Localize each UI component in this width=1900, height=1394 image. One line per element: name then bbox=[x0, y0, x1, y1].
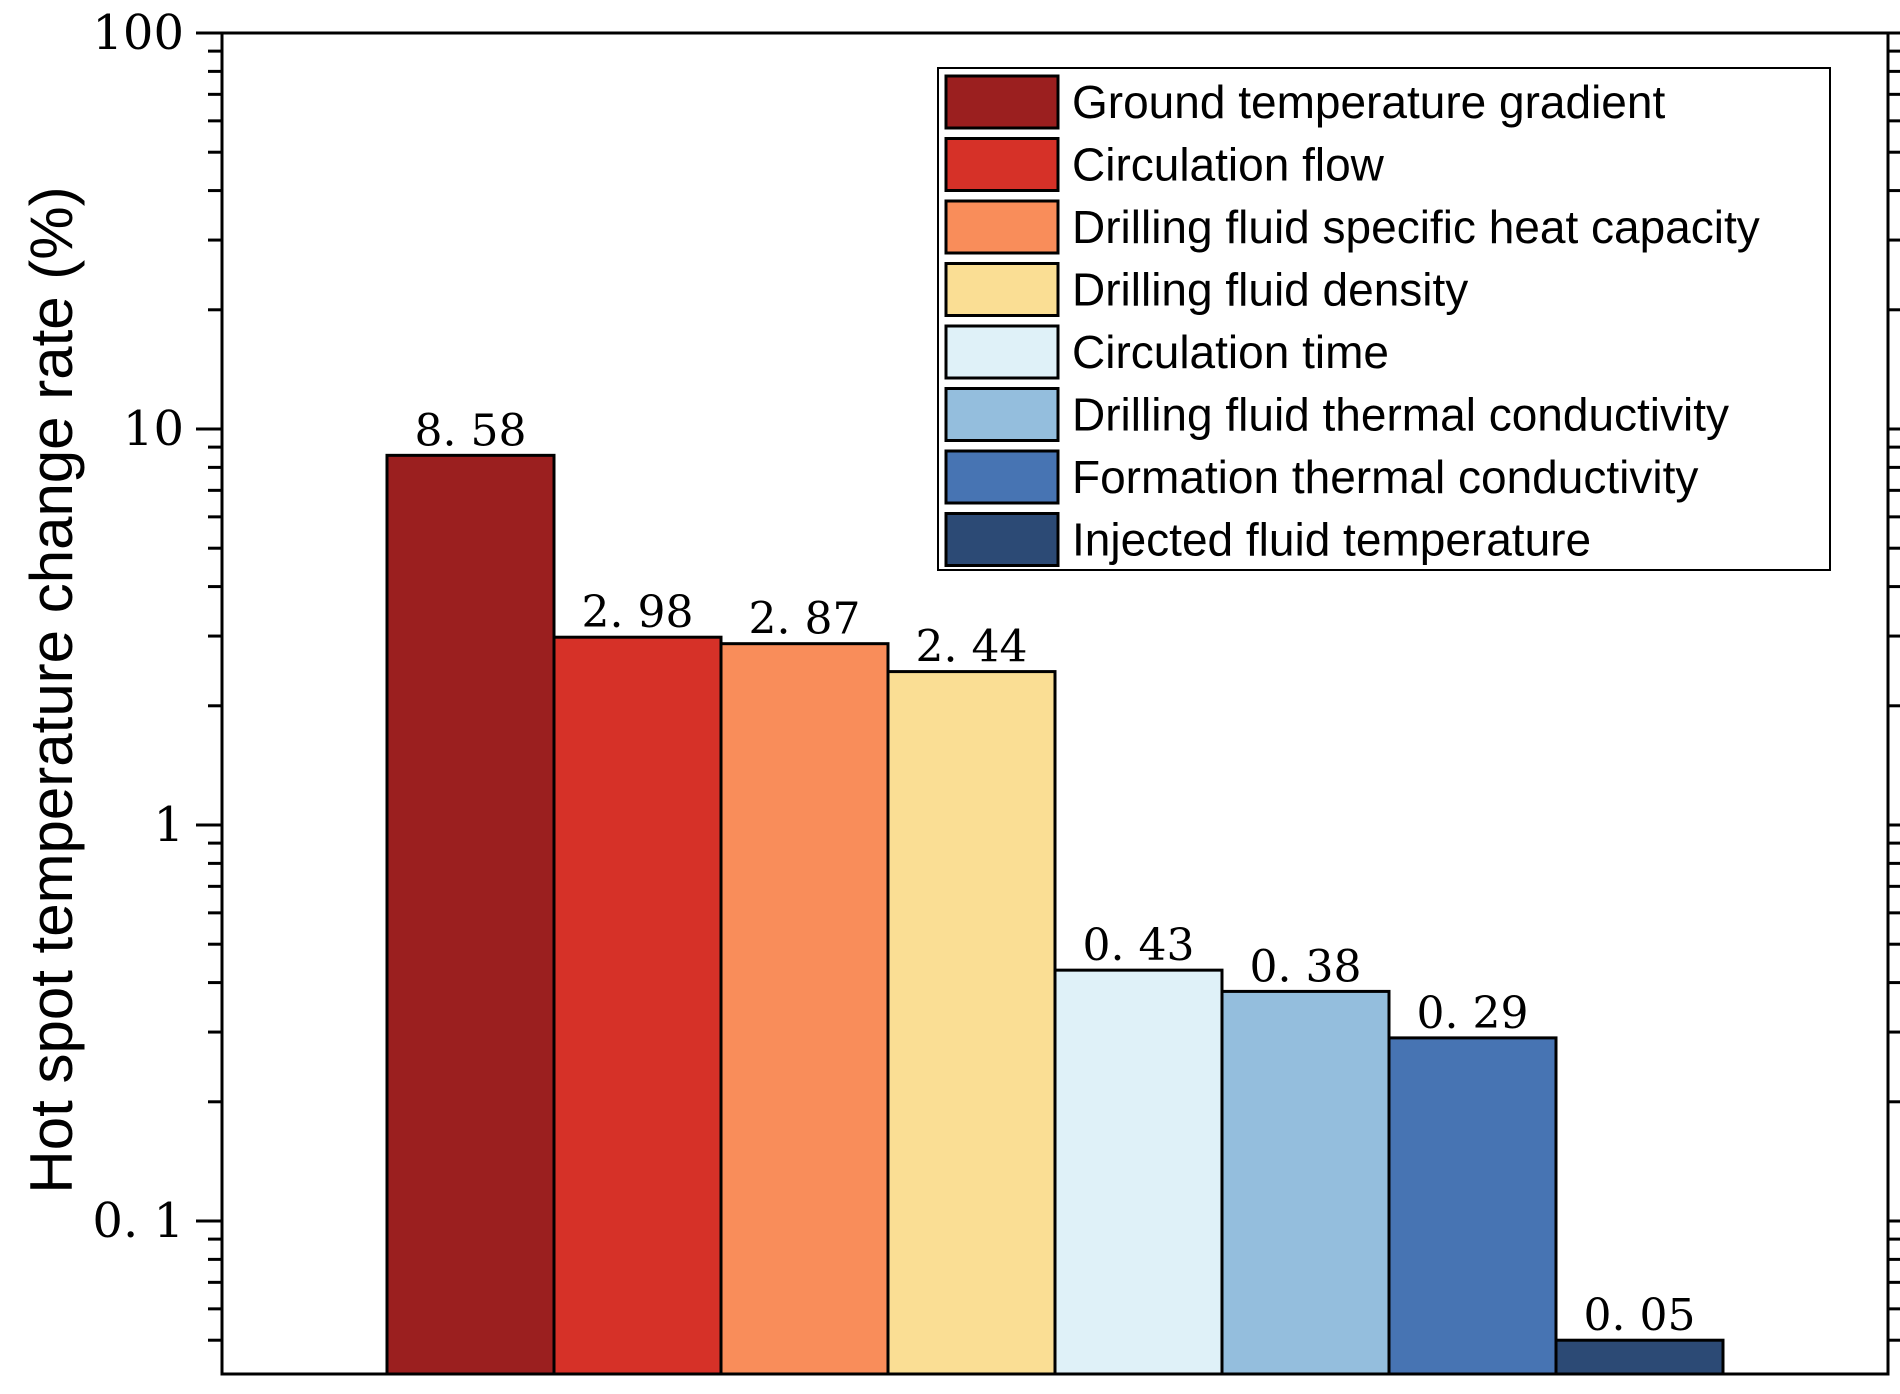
bar bbox=[552, 635, 723, 1376]
bar bbox=[1387, 1036, 1558, 1376]
y-tick-label: 1 bbox=[153, 797, 184, 853]
legend-swatch bbox=[944, 262, 1060, 317]
legend-box bbox=[937, 67, 1831, 571]
legend-label: Drilling fluid thermal conductivity bbox=[1072, 389, 1729, 441]
bar bbox=[719, 642, 890, 1376]
legend-swatch bbox=[944, 449, 1060, 505]
legend-swatch bbox=[944, 387, 1060, 442]
legend-swatch bbox=[944, 74, 1060, 130]
legend-label: Circulation flow bbox=[1072, 139, 1385, 191]
legend-swatch bbox=[944, 512, 1060, 567]
bar-value-label: 0. 29 bbox=[1417, 988, 1529, 1039]
legend-swatch bbox=[944, 324, 1060, 380]
y-tick-label: 10 bbox=[123, 401, 184, 457]
legend-swatch bbox=[944, 199, 1060, 255]
bar-value-label: 0. 05 bbox=[1584, 1290, 1696, 1341]
legend-label: Drilling fluid specific heat capacity bbox=[1072, 201, 1760, 253]
bar-value-label: 8. 58 bbox=[415, 405, 527, 456]
bar bbox=[1053, 968, 1224, 1376]
bar bbox=[886, 670, 1057, 1376]
bar-value-label: 0. 43 bbox=[1083, 920, 1195, 971]
bar-value-label: 2. 87 bbox=[749, 594, 861, 645]
legend-label: Circulation time bbox=[1072, 326, 1389, 378]
y-ticks: 100 10 1 0. 1 bbox=[92, 5, 1900, 1342]
bar bbox=[385, 453, 556, 1376]
bar-value-label: 2. 44 bbox=[916, 622, 1028, 673]
y-tick-label: 0. 1 bbox=[92, 1193, 184, 1249]
y-tick-label: 100 bbox=[92, 5, 184, 61]
y-axis-title: Hot spot temperature change rate (%) bbox=[18, 186, 85, 1193]
legend-swatch bbox=[944, 137, 1060, 192]
legend-label: Injected fluid temperature bbox=[1072, 514, 1591, 566]
legend-label: Ground temperature gradient bbox=[1072, 76, 1665, 128]
legend-label: Formation thermal conductivity bbox=[1072, 451, 1698, 503]
bars-group bbox=[385, 453, 1725, 1376]
bar-value-label: 2. 98 bbox=[582, 587, 694, 638]
legend: Ground temperature gradient Circulation f… bbox=[937, 67, 1831, 571]
bar-value-label: 0. 38 bbox=[1250, 941, 1362, 992]
legend-label: Drilling fluid density bbox=[1072, 264, 1468, 316]
bar bbox=[1220, 989, 1391, 1376]
bar bbox=[1554, 1338, 1725, 1376]
data-labels-group: 8. 58 2. 98 2. 87 2. 44 0. 43 0. 38 0. 29 0. 05 bbox=[415, 405, 1696, 1341]
